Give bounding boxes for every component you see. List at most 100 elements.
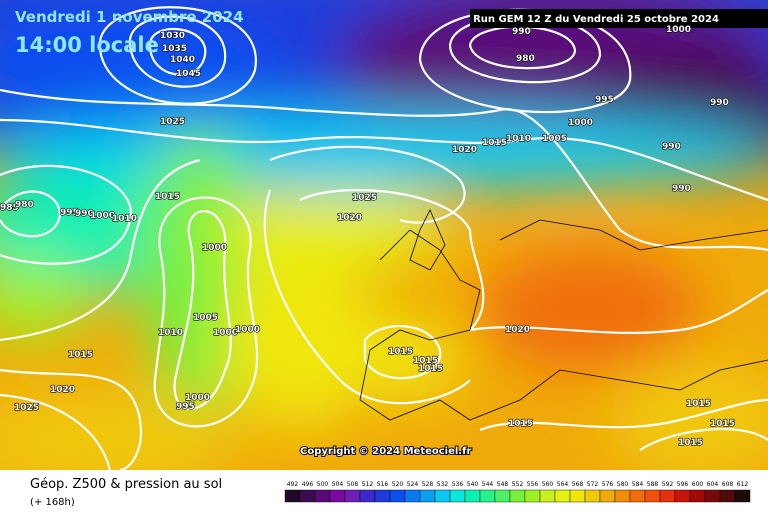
isobar-label: 980 — [15, 200, 34, 210]
scale-label: 560 — [542, 481, 554, 488]
isobar-label: 1020 — [50, 385, 75, 395]
run-info: Run GEM 12 Z du Vendredi 25 octobre 2024 — [473, 14, 719, 25]
scale-label: 608 — [722, 481, 734, 488]
isobar-label: 1015 — [678, 438, 703, 448]
color-swatch — [389, 489, 406, 503]
isobar-label: 985 — [0, 203, 19, 213]
time: 14:00 locale — [15, 33, 159, 57]
isobar-label: 1010 — [112, 214, 137, 224]
isobar-label: 1020 — [505, 325, 530, 335]
scale-label: 520 — [392, 481, 404, 488]
scale-label: 580 — [617, 481, 629, 488]
color-swatch — [659, 489, 676, 503]
lead-time: (+ 168h) — [30, 497, 75, 508]
scale-label: 564 — [557, 481, 569, 488]
isobar-label: 1020 — [337, 213, 362, 223]
scale-label: 512 — [362, 481, 374, 488]
color-swatch — [314, 489, 331, 503]
color-swatch — [284, 489, 301, 503]
color-swatch — [329, 489, 346, 503]
isobar-label: 995 — [60, 208, 79, 218]
color-swatch — [599, 489, 616, 503]
isobar-label: 1015 — [388, 347, 413, 357]
map: Vendredi 1 novembre 2024 14:00 locale Ru… — [0, 0, 768, 470]
scale-label: 600 — [692, 481, 704, 488]
isobar-label: 1015 — [686, 399, 711, 409]
isobar-label: 995 — [176, 402, 195, 412]
isobar-label: 1010 — [506, 134, 531, 144]
scale-label: 528 — [422, 481, 434, 488]
color-swatch — [704, 489, 721, 503]
isobar-label: 1030 — [160, 31, 185, 41]
color-swatch — [644, 489, 661, 503]
isobar-label: 1000 — [666, 25, 691, 35]
scale-label: 540 — [467, 481, 479, 488]
isobar-label: 990 — [662, 142, 681, 152]
isobar-label: 1005 — [542, 134, 567, 144]
scale-label: 544 — [482, 481, 494, 488]
isobar-label: 1000 — [202, 243, 227, 253]
scale-label: 596 — [677, 481, 689, 488]
color-swatch — [629, 489, 646, 503]
isobar-label: 1025 — [352, 193, 377, 203]
isobar-label: 1015 — [508, 419, 533, 429]
color-swatch — [719, 489, 736, 503]
scale-label: 612 — [737, 481, 749, 488]
isobar-label: 1000 — [213, 328, 238, 338]
color-swatch — [374, 489, 391, 503]
scale-label: 572 — [587, 481, 599, 488]
isobar-label: 1015 — [68, 350, 93, 360]
color-swatch — [734, 489, 751, 503]
isobar-label: 1000 — [90, 211, 115, 221]
color-swatch — [554, 489, 571, 503]
scale-label: 584 — [632, 481, 644, 488]
isobar-labels: 1030103510401045102598598099599010001010… — [0, 24, 736, 448]
color-swatch — [509, 489, 526, 503]
scale-label: 508 — [347, 481, 359, 488]
scale-label: 500 — [317, 481, 329, 488]
legend-title: Géop. Z500 & pression au sol — [30, 477, 222, 492]
scale-label: 504 — [332, 481, 344, 488]
scale-label: 492 — [287, 481, 299, 488]
scale-label: 532 — [437, 481, 449, 488]
scale-label: 516 — [377, 481, 389, 488]
color-swatch — [449, 489, 466, 503]
isobar-label: 1025 — [14, 403, 39, 413]
isobar-label: 980 — [516, 54, 535, 64]
isobar-label: 1025 — [160, 117, 185, 127]
copyright: Copyright © 2024 Meteociel.fr — [300, 446, 471, 457]
isobar-label: 995 — [595, 95, 614, 105]
isobar-label: 1045 — [176, 69, 201, 79]
scale-label: 524 — [407, 481, 419, 488]
color-swatch — [674, 489, 691, 503]
isobar-label: 990 — [75, 209, 94, 219]
scale-label: 548 — [497, 481, 509, 488]
color-swatch — [434, 489, 451, 503]
isobar-label: 1000 — [568, 118, 593, 128]
isobar-label: 1040 — [170, 55, 195, 65]
date: Vendredi 1 novembre 2024 — [15, 8, 244, 26]
isobar-label: 990 — [672, 184, 691, 194]
color-swatch — [539, 489, 556, 503]
isobar-label: 1000 — [185, 393, 210, 403]
isobar-label: 1000 — [235, 325, 260, 335]
color-swatch — [689, 489, 706, 503]
scale-label: 556 — [527, 481, 539, 488]
isobar-label: 1010 — [158, 328, 183, 338]
isobar-label: 1020 — [452, 145, 477, 155]
color-swatch — [494, 489, 511, 503]
isobar-label: 1015 — [710, 419, 735, 429]
isobar-label: 1015 — [413, 356, 438, 366]
isobar-label: 1005 — [193, 313, 218, 323]
isobar-label: 1015 — [155, 192, 180, 202]
color-swatch — [404, 489, 421, 503]
isobar-label: 1035 — [162, 44, 187, 54]
scale-label: 576 — [602, 481, 614, 488]
scale-label: 552 — [512, 481, 524, 488]
color-swatch — [614, 489, 631, 503]
scale-label: 536 — [452, 481, 464, 488]
color-swatch — [419, 489, 436, 503]
color-swatch — [359, 489, 376, 503]
